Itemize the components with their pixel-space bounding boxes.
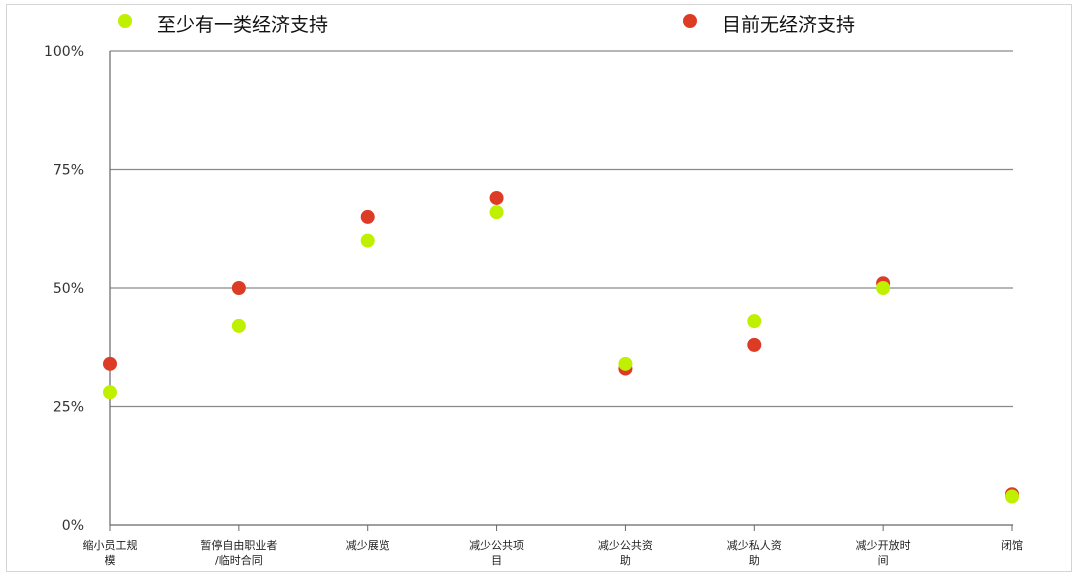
y-tick-label: 100% [44,44,84,60]
data-point [489,205,504,220]
x-tick-label: 减少展览 [346,538,390,552]
data-point [103,385,117,400]
data-point [747,337,762,352]
x-tick-label: 闭馆 [1001,538,1023,552]
y-tick-label: 75% [53,163,84,179]
data-point [1005,489,1019,504]
x-tick-label: 暂停自由职业者/临时合同 [200,538,277,567]
legend-marker [683,14,697,28]
y-tick-label: 0% [62,518,84,534]
data-point [360,233,375,248]
legend-label: 目前无经济支持 [722,14,855,36]
x-tick-label: 减少私人资助 [727,539,782,567]
legend-label: 至少有一类经济支持 [157,14,328,36]
data-point [618,356,633,371]
data-point [231,281,246,295]
data-point [489,190,504,205]
data-point [360,209,375,224]
x-tick-label: 缩小员工规模 [83,538,138,567]
data-point [231,318,246,333]
x-tick-label: 减少公共项目 [469,539,524,567]
data-point [876,281,891,295]
legend-marker [118,14,132,28]
x-tick-label: 减少开放时间 [856,538,911,567]
data-point [747,314,762,329]
data-point [103,356,117,371]
y-tick-label: 25% [53,400,84,416]
x-tick-label: 减少公共资助 [598,539,653,567]
y-tick-label: 50% [53,281,84,297]
